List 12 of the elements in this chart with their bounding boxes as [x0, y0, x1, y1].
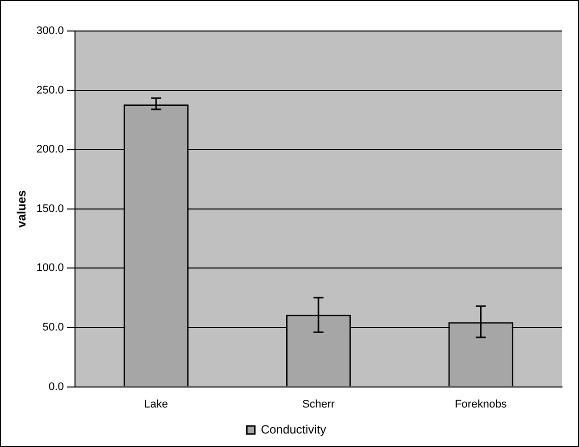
- y-tick-label: 250.0: [36, 84, 64, 96]
- y-axis-title: values: [14, 190, 29, 228]
- y-tick-label: 100.0: [36, 262, 64, 274]
- x-tick-label: Foreknobs: [454, 398, 508, 410]
- y-tick-label: 0.0: [48, 380, 64, 393]
- legend-label: Conductivity: [260, 422, 326, 436]
- y-tick-label: 200.0: [36, 144, 64, 156]
- y-tick-label: 50.0: [42, 322, 64, 334]
- y-tick-label: 300.0: [36, 25, 64, 38]
- x-tick-label: Lake: [144, 398, 168, 410]
- y-tick-label: 150.0: [36, 202, 64, 215]
- x-tick-label: Scherr: [302, 398, 335, 410]
